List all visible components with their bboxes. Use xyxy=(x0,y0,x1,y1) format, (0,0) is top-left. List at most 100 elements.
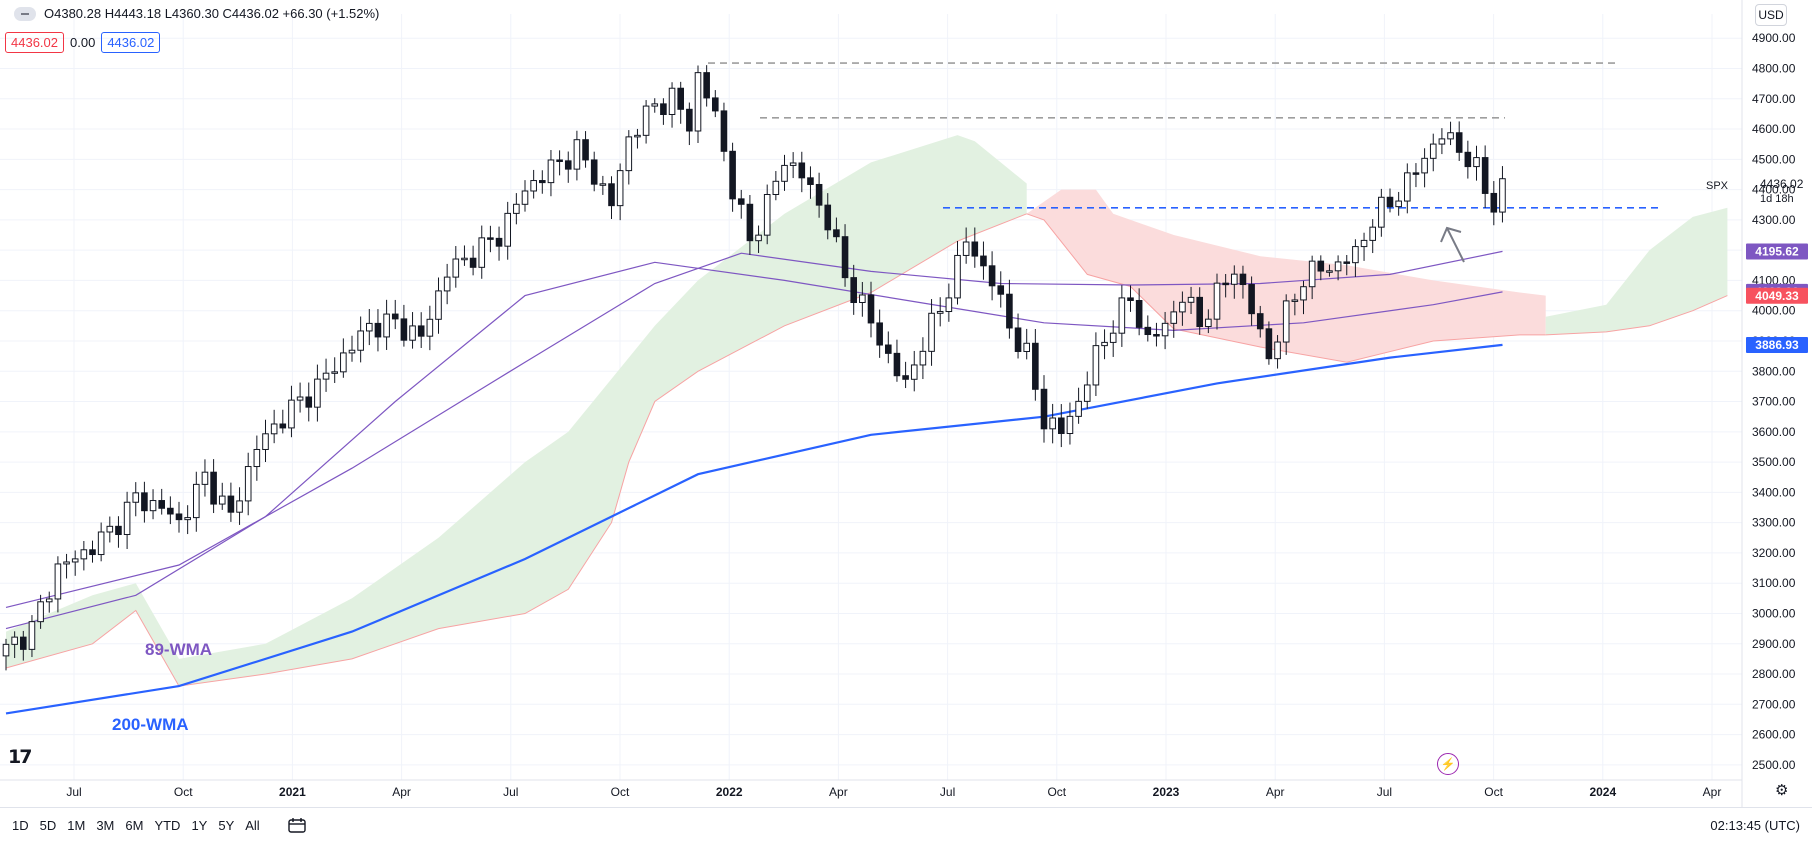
hide-icon[interactable] xyxy=(14,6,36,21)
candle-body xyxy=(1412,172,1420,175)
candle-body xyxy=(789,162,797,166)
candle-body xyxy=(1300,286,1307,301)
candle-body xyxy=(331,371,338,374)
candle-body xyxy=(1066,415,1074,435)
candle-body xyxy=(1135,299,1143,328)
price-axis[interactable]: 4900.00 4800.00 4700.00 4600.00 4500.00 4400.… xyxy=(1706,0,1812,807)
calendar-icon[interactable] xyxy=(288,817,306,833)
candle-body xyxy=(642,105,650,136)
range-3m[interactable]: 3M xyxy=(96,818,115,833)
candle-body xyxy=(175,513,183,521)
wma200-annotation: 200-WMA xyxy=(112,715,189,734)
candle-body xyxy=(616,170,624,207)
candle-body xyxy=(1378,196,1385,228)
candle-body xyxy=(1231,273,1238,285)
price-badge xyxy=(1746,243,1808,260)
candle-body xyxy=(71,558,79,563)
candle-body xyxy=(1032,342,1039,390)
candle-body xyxy=(366,322,373,332)
time-axis[interactable]: Jul Oct 2021 Apr Jul Oct 2022 Apr Jul Oct 2023 Apr J… xyxy=(0,779,1742,799)
wma89-annotation: 89-WMA xyxy=(145,640,212,659)
candle-body xyxy=(608,183,615,207)
range-6m[interactable]: 6M xyxy=(125,818,144,833)
chart-grid xyxy=(0,14,1742,780)
candle-body xyxy=(218,495,226,505)
candle-body xyxy=(1205,318,1212,328)
candle-body xyxy=(980,255,987,267)
range-ytd[interactable]: YTD xyxy=(154,818,181,833)
candle-body xyxy=(703,72,710,99)
range-1m[interactable]: 1M xyxy=(67,818,86,833)
candle-body xyxy=(712,97,719,112)
candle-body xyxy=(564,160,572,170)
candle-body xyxy=(1213,282,1221,320)
candle-body xyxy=(1447,132,1454,140)
lightning-icon[interactable]: ⚡ xyxy=(1437,753,1459,775)
price-box[interactable]: 4436.02 xyxy=(5,32,64,53)
candle-body xyxy=(2,643,10,657)
candle-body xyxy=(296,396,304,401)
arrow-head xyxy=(1440,226,1462,243)
time-tick: Oct xyxy=(1047,785,1066,799)
candle-body xyxy=(1291,299,1299,302)
candle-body xyxy=(1161,322,1169,337)
time-tick: Oct xyxy=(611,785,630,799)
time-tick: 2022 xyxy=(716,785,743,799)
candle-body xyxy=(115,525,122,536)
price-tick: 4000.00 xyxy=(1752,304,1796,318)
candle-body xyxy=(80,549,88,560)
candle-body xyxy=(167,507,174,515)
cloud-edge xyxy=(5,213,1027,687)
price-tick: 2800.00 xyxy=(1752,667,1796,681)
range-5d[interactable]: 5D xyxy=(39,818,57,833)
candle-body xyxy=(1352,246,1359,264)
time-tick: Oct xyxy=(1484,785,1503,799)
gear-icon[interactable]: ⚙ xyxy=(1775,782,1789,799)
candle-body xyxy=(997,285,1005,295)
tradingview-logo-icon[interactable]: 17 xyxy=(8,746,32,768)
candle-body xyxy=(37,601,44,623)
candle-body xyxy=(452,258,460,278)
candle-body xyxy=(357,330,364,351)
candle-body xyxy=(936,311,944,314)
cloud-edge xyxy=(1026,213,1546,363)
candle-body xyxy=(1014,327,1022,352)
time-tick: 2024 xyxy=(1589,785,1616,799)
candle-body xyxy=(504,212,511,247)
candle-body xyxy=(1144,326,1152,336)
price-tick: 4500.00 xyxy=(1752,152,1796,166)
price-tick: 2900.00 xyxy=(1752,637,1796,651)
candle-body xyxy=(1256,313,1264,330)
candle-body xyxy=(928,312,935,352)
price-tick: 2500.00 xyxy=(1752,758,1796,772)
price-box-2[interactable]: 4436.02 xyxy=(101,32,161,53)
candle-body xyxy=(54,563,62,600)
candle-body xyxy=(651,103,659,107)
candle-body xyxy=(582,139,589,161)
time-tick: Jul xyxy=(1377,785,1392,799)
candle-body xyxy=(573,139,581,170)
candle-body xyxy=(1386,196,1394,208)
candle-body xyxy=(443,276,451,292)
candle-body xyxy=(876,322,883,346)
utc-clock[interactable]: 02:13:45 (UTC) xyxy=(1710,818,1800,833)
candle-body xyxy=(1395,200,1402,208)
range-1y[interactable]: 1Y xyxy=(191,818,208,833)
candle-body xyxy=(971,241,979,257)
candle-body xyxy=(340,352,347,373)
range-1d[interactable]: 1D xyxy=(12,818,29,833)
price-tick: 3700.00 xyxy=(1752,395,1796,409)
candle-body xyxy=(1118,297,1126,334)
candle-body xyxy=(374,322,382,338)
range-all[interactable]: All xyxy=(245,818,260,833)
candle-body xyxy=(11,636,18,645)
candle-body xyxy=(244,466,252,502)
candle-body xyxy=(469,257,477,268)
time-tick: 2021 xyxy=(279,785,306,799)
arrow-icon xyxy=(1446,227,1465,263)
range-5y[interactable]: 5Y xyxy=(218,818,235,833)
currency-button[interactable]: USD xyxy=(1755,4,1787,26)
candle-body xyxy=(97,531,105,556)
candle-body xyxy=(227,495,235,513)
